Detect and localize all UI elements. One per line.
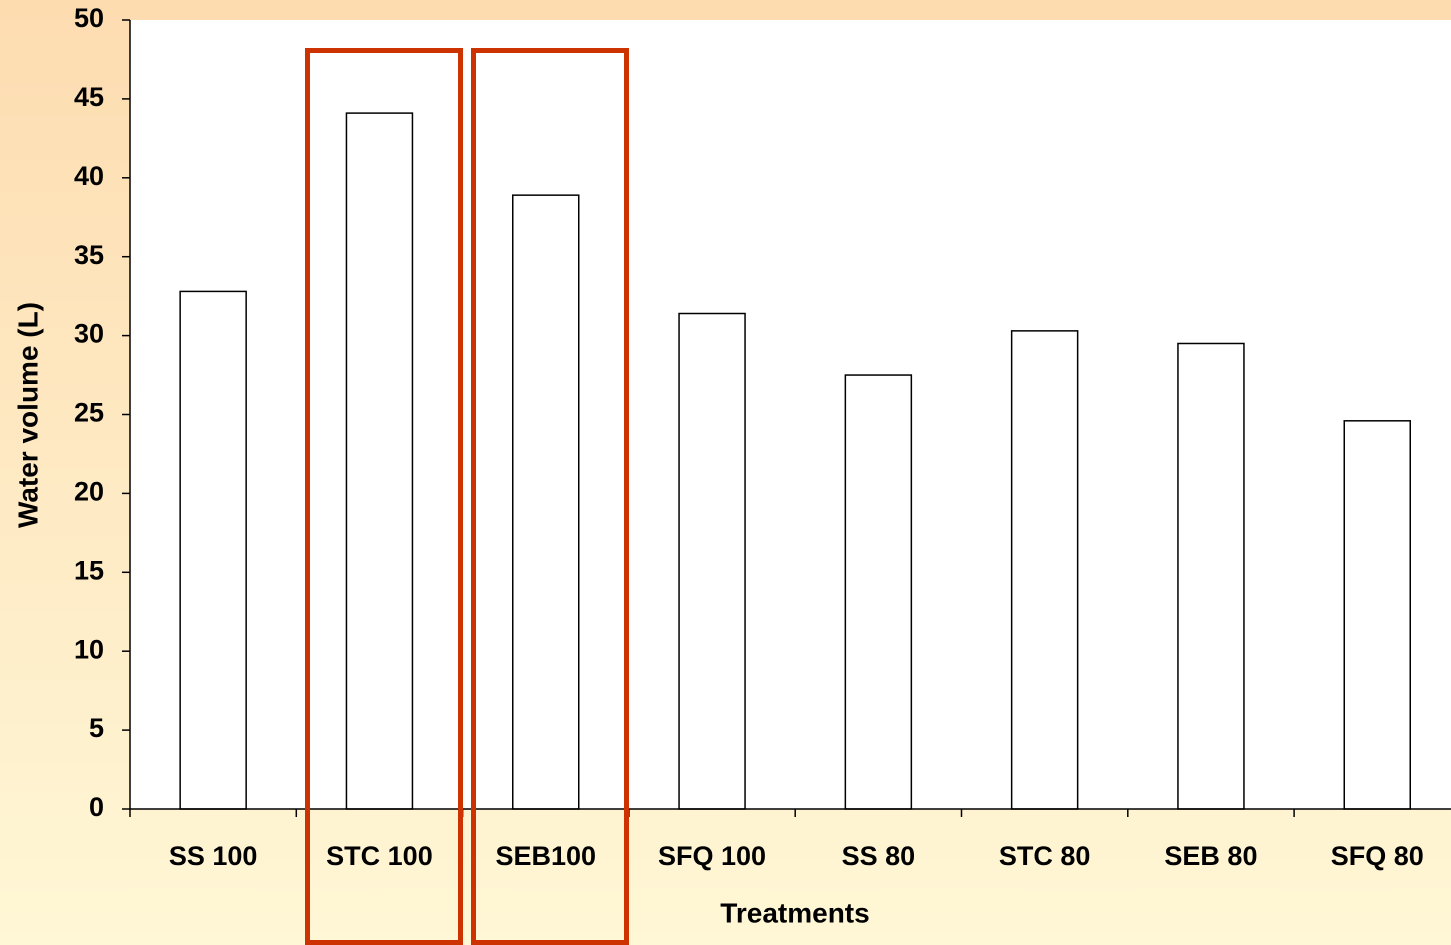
y-tick-label: 30 bbox=[74, 319, 104, 349]
bar bbox=[844, 374, 913, 810]
bar bbox=[179, 290, 247, 810]
x-tick-label: SFQ 80 bbox=[1331, 841, 1424, 871]
bar bbox=[1343, 420, 1411, 810]
y-axis-title: Water volume (L) bbox=[12, 302, 43, 528]
x-tick-label: SEB 80 bbox=[1164, 841, 1257, 871]
x-tick-label: STC 80 bbox=[999, 841, 1091, 871]
bar bbox=[678, 312, 746, 810]
y-tick-label: 0 bbox=[89, 792, 104, 822]
y-tick-label: 20 bbox=[74, 477, 104, 507]
y-tick-label: 40 bbox=[74, 161, 104, 191]
highlight-box bbox=[471, 48, 629, 945]
highlight-box bbox=[305, 48, 463, 945]
y-tick-label: 10 bbox=[74, 634, 104, 664]
bar bbox=[1177, 342, 1245, 810]
bar bbox=[512, 194, 580, 810]
bar bbox=[1010, 330, 1079, 810]
x-tick-label: SS 80 bbox=[842, 841, 916, 871]
x-tick-label: SS 100 bbox=[169, 841, 258, 871]
bar bbox=[345, 112, 414, 810]
x-tick-label: SEB100 bbox=[495, 841, 596, 871]
y-tick-label: 45 bbox=[74, 82, 104, 112]
y-tick-label: 50 bbox=[74, 3, 104, 33]
y-tick-label: 35 bbox=[74, 240, 104, 270]
x-tick-label: SFQ 100 bbox=[658, 841, 766, 871]
plot-area bbox=[130, 20, 1451, 809]
x-tick-label: STC 100 bbox=[326, 841, 433, 871]
x-axis-title: Treatments bbox=[720, 897, 869, 928]
y-tick-label: 25 bbox=[74, 398, 104, 428]
y-tick-label: 5 bbox=[89, 713, 104, 743]
y-tick-label: 15 bbox=[74, 555, 104, 585]
